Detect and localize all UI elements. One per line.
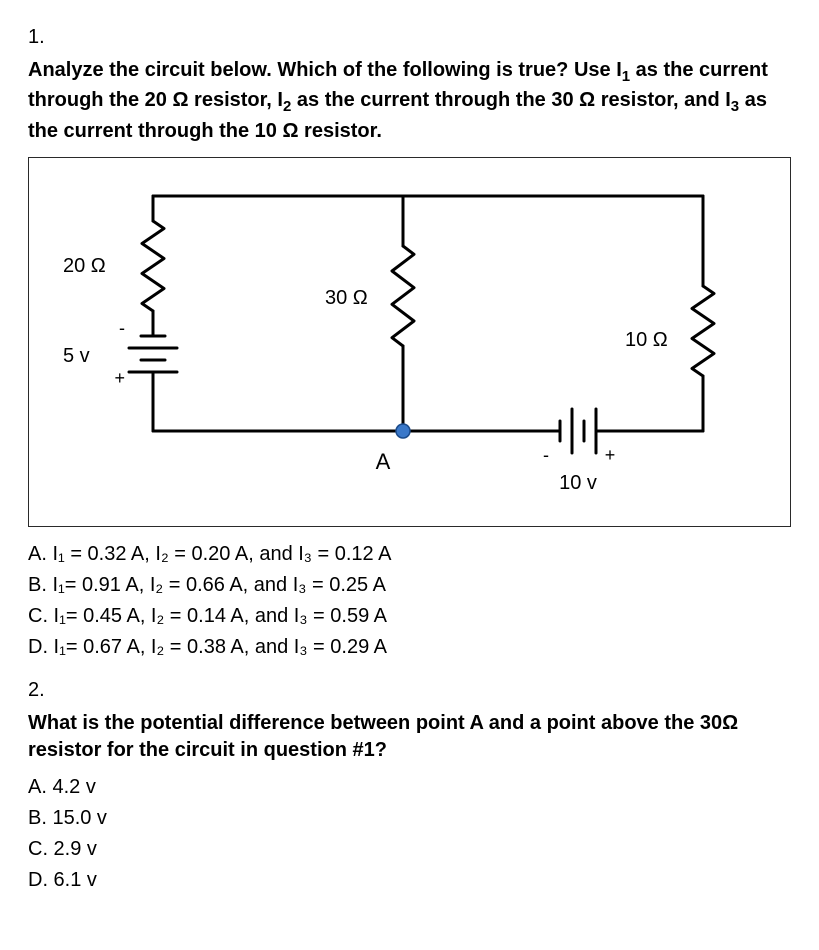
q1-option-d[interactable]: D. I₁= 0.67 A, I₂ = 0.38 A, and I₃ = 0.2… bbox=[50, 634, 791, 661]
svg-text:+: + bbox=[114, 368, 125, 388]
q1-sub3: 3 bbox=[731, 98, 739, 115]
q2-option-d[interactable]: D. 6.1 v bbox=[50, 867, 791, 894]
svg-text:-: - bbox=[119, 318, 125, 338]
q2-option-b[interactable]: B. 15.0 v bbox=[50, 805, 791, 832]
svg-text:10 Ω: 10 Ω bbox=[625, 329, 668, 351]
q2-number: 2. bbox=[28, 677, 791, 704]
svg-text:20 Ω: 20 Ω bbox=[63, 255, 106, 277]
circuit-svg: - +20 Ω 5 v 30 Ω 10 Ω - +10 v A bbox=[43, 176, 763, 506]
q1-sub1: 1 bbox=[622, 68, 630, 85]
q1-option-c[interactable]: C. I₁= 0.45 A, I₂ = 0.14 A, and I₃ = 0.5… bbox=[50, 603, 791, 630]
q1-options: A. I₁ = 0.32 A, I₂ = 0.20 A, and I₃ = 0.… bbox=[28, 541, 791, 661]
q2-option-c[interactable]: C. 2.9 v bbox=[50, 836, 791, 863]
q2-text: What is the potential difference between… bbox=[28, 710, 791, 764]
svg-text:-: - bbox=[543, 445, 549, 465]
svg-text:A: A bbox=[376, 449, 391, 474]
q2-option-a[interactable]: A. 4.2 v bbox=[50, 774, 791, 801]
q1-number: 1. bbox=[28, 24, 791, 51]
q2-options: A. 4.2 v B. 15.0 v C. 2.9 v D. 6.1 v bbox=[28, 774, 791, 894]
q1-option-b[interactable]: B. I₁= 0.91 A, I₂ = 0.66 A, and I₃ = 0.2… bbox=[50, 572, 791, 599]
svg-text:30 Ω: 30 Ω bbox=[325, 287, 368, 309]
circuit-diagram-box: - +20 Ω 5 v 30 Ω 10 Ω - +10 v A bbox=[28, 157, 791, 527]
svg-text:+: + bbox=[605, 445, 616, 465]
svg-text:5 v: 5 v bbox=[63, 345, 90, 367]
q1-text: Analyze the circuit below. Which of the … bbox=[28, 57, 791, 145]
q1-option-a[interactable]: A. I₁ = 0.32 A, I₂ = 0.20 A, and I₃ = 0.… bbox=[50, 541, 791, 568]
q1-text-frag: Analyze the circuit below. Which of the … bbox=[28, 59, 622, 81]
svg-text:10 v: 10 v bbox=[559, 472, 597, 494]
q1-text-frag: as the current through the 30 Ω resistor… bbox=[291, 89, 730, 111]
